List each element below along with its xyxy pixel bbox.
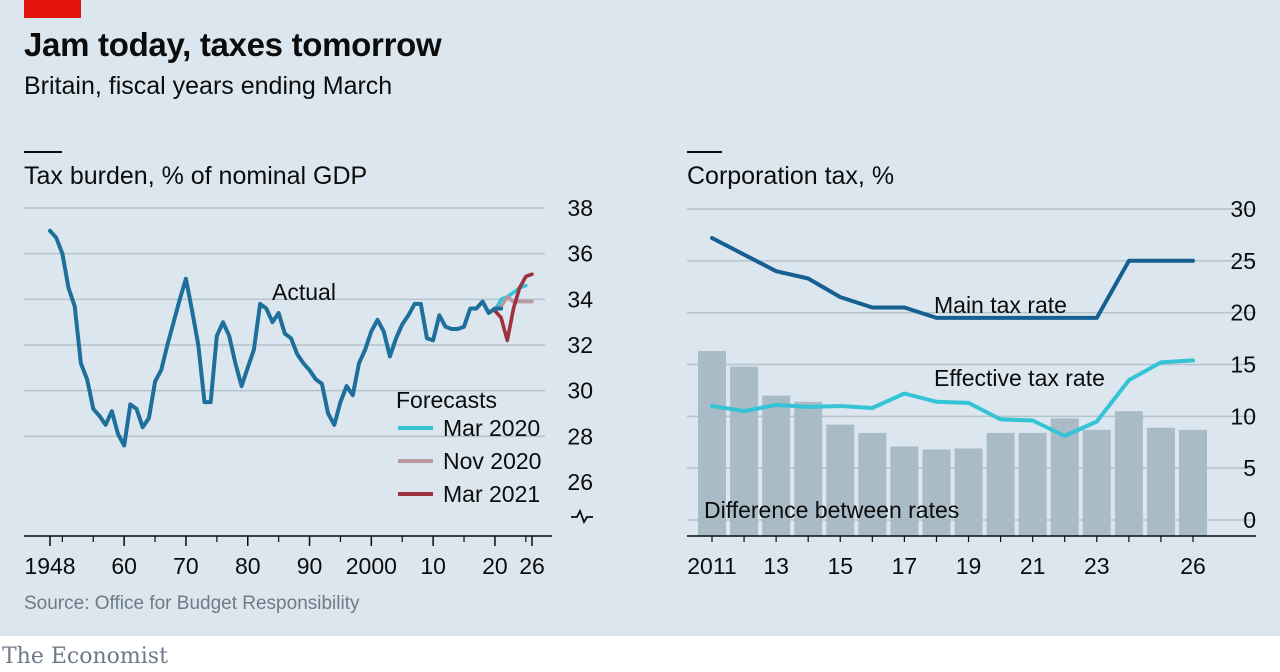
axis-break-icon (571, 508, 593, 525)
left-x-tick-label: 1948 (24, 553, 75, 579)
left-y-tick-label: 32 (567, 332, 593, 358)
right-x-tick-label: 26 (1180, 553, 1206, 579)
right-x-tick-label: 21 (1020, 553, 1046, 579)
difference-bar (890, 446, 919, 536)
legend-label: Mar 2021 (443, 481, 540, 507)
publisher-logo: The Economist (2, 644, 168, 669)
right-panel-title: Corporation tax, % (687, 162, 894, 190)
right-x-tick-label: 23 (1084, 553, 1110, 579)
right-series (710, 236, 1195, 438)
right-y-tick-label: 20 (1230, 300, 1256, 326)
difference-bar (794, 401, 823, 536)
right-y-tick-label: 15 (1230, 352, 1256, 378)
right-x-tick-label: 13 (763, 553, 789, 579)
difference-bar (858, 432, 887, 536)
actual-annotation: Actual (272, 279, 336, 305)
legend-title: Forecasts (396, 387, 497, 413)
nov-2020-line (493, 295, 534, 313)
main-tax-rate-line (710, 236, 1195, 320)
legend-label: Nov 2020 (443, 448, 541, 474)
left-panel-title: Tax burden, % of nominal GDP (24, 162, 367, 190)
left-gridlines (24, 207, 552, 537)
left-x-tick-label: 20 (482, 553, 508, 579)
difference-bar (1146, 427, 1175, 536)
left-y-tick-label: 36 (567, 241, 593, 267)
forecast-legend: Forecasts Mar 2020 Nov 2020 Mar 2021 (396, 387, 541, 507)
mar-2021-line (493, 272, 534, 343)
difference-bar (762, 395, 791, 536)
effective-rate-label: Effective tax rate (934, 365, 1105, 391)
difference-bar (1050, 418, 1079, 536)
economist-red-tag (24, 0, 81, 18)
left-series (48, 228, 534, 448)
difference-label: Difference between rates (704, 497, 959, 523)
right-x-tick-label: 15 (827, 553, 853, 579)
left-y-axis: 26 28 30 32 34 36 38 (567, 195, 593, 525)
right-x-tick-label: 17 (892, 553, 918, 579)
chart-title: Jam today, taxes tomorrow (24, 26, 442, 63)
difference-bar (1179, 429, 1207, 536)
left-x-tick-label: 80 (235, 553, 261, 579)
difference-bar (1018, 432, 1047, 536)
left-y-tick-label: 30 (567, 378, 593, 404)
left-x-tick-label: 90 (297, 553, 323, 579)
difference-bar (826, 424, 855, 536)
difference-bar (986, 432, 1015, 536)
left-x-tick-label: 60 (111, 553, 137, 579)
difference-bar (698, 351, 726, 536)
right-y-axis: 0 5 10 15 20 25 30 (1230, 196, 1256, 533)
source-note: Source: Office for Budget Responsibility (24, 593, 360, 614)
left-y-tick-label: 28 (567, 423, 593, 449)
legend-label: Mar 2020 (443, 415, 540, 441)
right-bars (687, 351, 1256, 537)
actual-line (48, 228, 504, 448)
left-y-tick-label: 26 (567, 469, 593, 495)
left-x-axis: 1948 60 70 80 90 2000 10 20 26 (24, 536, 545, 579)
right-y-tick-label: 0 (1243, 507, 1256, 533)
right-y-tick-label: 25 (1230, 248, 1256, 274)
right-x-tick-label: 19 (956, 553, 982, 579)
chart-subtitle: Britain, fiscal years ending March (24, 72, 393, 100)
left-y-tick-label: 34 (567, 286, 593, 312)
charts-canvas: Tax burden, % of nominal GDP 26 28 30 32 34 3… (24, 151, 1256, 579)
difference-bar (1082, 429, 1111, 536)
right-x-tick-label: 2011 (687, 553, 736, 579)
left-x-tick-label: 70 (173, 553, 199, 579)
difference-bar (954, 448, 983, 536)
difference-bar (922, 449, 951, 536)
left-x-tick-label: 10 (420, 553, 446, 579)
effective-tax-rate-line (710, 358, 1195, 438)
main-rate-label: Main tax rate (934, 292, 1067, 318)
difference-bar (1114, 411, 1143, 536)
right-y-tick-label: 30 (1230, 196, 1256, 222)
right-y-tick-label: 5 (1243, 455, 1256, 481)
left-x-tick-label: 2000 (346, 553, 397, 579)
left-x-tick-label: 26 (519, 553, 545, 579)
difference-bar (730, 366, 759, 536)
left-y-tick-label: 38 (567, 195, 593, 221)
right-y-tick-label: 10 (1230, 403, 1256, 429)
right-x-axis: 2011 13 15 17 19 21 23 26 (687, 536, 1206, 579)
